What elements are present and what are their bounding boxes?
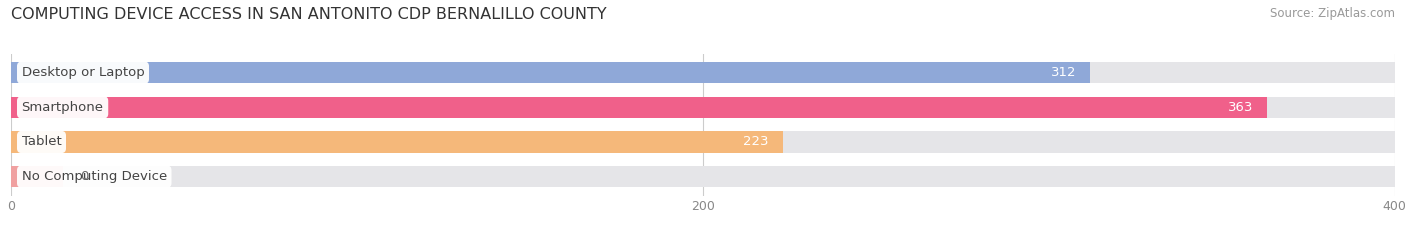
Text: 312: 312 [1052, 66, 1077, 79]
Text: Tablet: Tablet [21, 135, 62, 148]
Bar [11, 96, 1267, 118]
Bar [11, 166, 1395, 187]
Text: No Computing Device: No Computing Device [21, 170, 167, 183]
Bar [11, 131, 783, 153]
Bar [11, 96, 1395, 118]
Bar [11, 131, 1395, 153]
Text: 223: 223 [744, 135, 769, 148]
Bar [11, 166, 63, 187]
Text: Smartphone: Smartphone [21, 101, 104, 114]
Text: Desktop or Laptop: Desktop or Laptop [21, 66, 145, 79]
Text: 0: 0 [80, 170, 89, 183]
Bar [11, 62, 1091, 83]
Bar [11, 62, 1395, 83]
Text: Source: ZipAtlas.com: Source: ZipAtlas.com [1270, 7, 1395, 20]
Text: 363: 363 [1227, 101, 1253, 114]
Text: COMPUTING DEVICE ACCESS IN SAN ANTONITO CDP BERNALILLO COUNTY: COMPUTING DEVICE ACCESS IN SAN ANTONITO … [11, 7, 607, 22]
